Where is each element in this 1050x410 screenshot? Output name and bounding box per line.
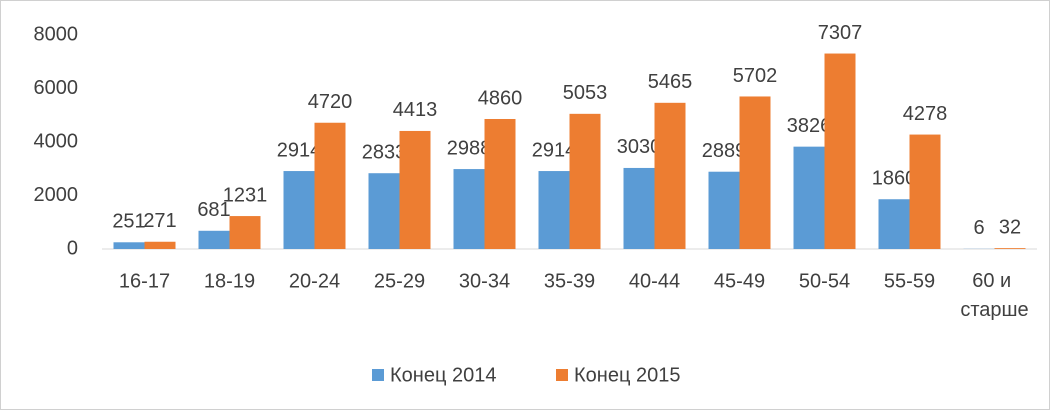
legend-swatch xyxy=(372,369,384,381)
data-label: 271 xyxy=(143,210,176,232)
bar xyxy=(623,167,655,249)
data-label: 2988 xyxy=(447,137,492,159)
bar xyxy=(708,171,740,249)
data-label: 5465 xyxy=(648,71,693,93)
data-label: 3826 xyxy=(787,115,832,137)
bar xyxy=(739,96,771,249)
bar xyxy=(538,171,570,249)
data-label: 2914 xyxy=(532,139,577,161)
data-label: 1231 xyxy=(223,184,268,206)
x-tick-label: 30-34 xyxy=(459,270,510,292)
bar xyxy=(283,171,315,249)
data-label: 3030 xyxy=(617,136,662,158)
data-label: 2914 xyxy=(277,139,322,161)
legend-swatch xyxy=(556,369,568,381)
data-label: 6 xyxy=(973,217,984,239)
bar xyxy=(399,130,431,249)
data-label: 7307 xyxy=(818,22,863,44)
y-tick-label: 2000 xyxy=(34,184,79,206)
bar xyxy=(113,242,145,249)
data-label: 681 xyxy=(197,199,230,221)
x-tick-label: 18-19 xyxy=(204,270,255,292)
bar xyxy=(824,53,856,249)
bar xyxy=(793,146,825,249)
x-tick-label: 25-29 xyxy=(374,270,425,292)
data-label: 5702 xyxy=(733,65,778,87)
bar xyxy=(229,216,261,249)
legend-label: Конец 2015 xyxy=(574,364,680,386)
x-tick-label: 20-24 xyxy=(289,270,340,292)
bar xyxy=(368,173,400,249)
y-tick-label: 4000 xyxy=(34,130,79,152)
data-label: 251 xyxy=(112,211,145,233)
x-tick-line: старше xyxy=(960,299,1028,321)
bar xyxy=(314,122,346,249)
data-label: 4413 xyxy=(393,99,438,121)
bar xyxy=(878,199,910,249)
x-tick-label: 55-59 xyxy=(884,270,935,292)
bar xyxy=(453,169,485,249)
bar xyxy=(909,134,941,249)
data-label: 4278 xyxy=(903,103,948,125)
bar xyxy=(144,241,176,249)
y-tick-label: 8000 xyxy=(34,23,79,45)
y-tick-label: 6000 xyxy=(34,77,79,99)
x-tick-label: 35-39 xyxy=(544,270,595,292)
bar xyxy=(198,230,230,249)
data-label: 2833 xyxy=(362,141,407,163)
y-tick-label: 0 xyxy=(67,237,78,259)
data-label: 32 xyxy=(999,216,1021,238)
x-tick-label: 40-44 xyxy=(629,270,680,292)
x-tick-label: 45-49 xyxy=(714,270,765,292)
legend-label: Конец 2014 xyxy=(390,364,496,386)
x-tick-line: 60 и xyxy=(972,270,1017,292)
bar xyxy=(994,248,1026,249)
x-tick-label: 60 и старше xyxy=(960,270,1028,321)
x-tick-label: 50-54 xyxy=(799,270,850,292)
data-label: 4720 xyxy=(308,91,353,113)
x-tick-label: 16-17 xyxy=(119,270,170,292)
data-label: 1860 xyxy=(872,168,917,190)
data-label: 5053 xyxy=(563,82,608,104)
bar xyxy=(569,113,601,250)
data-label: 2889 xyxy=(702,140,747,162)
data-label: 4860 xyxy=(478,87,523,109)
bar xyxy=(484,118,516,250)
bar xyxy=(654,102,686,249)
